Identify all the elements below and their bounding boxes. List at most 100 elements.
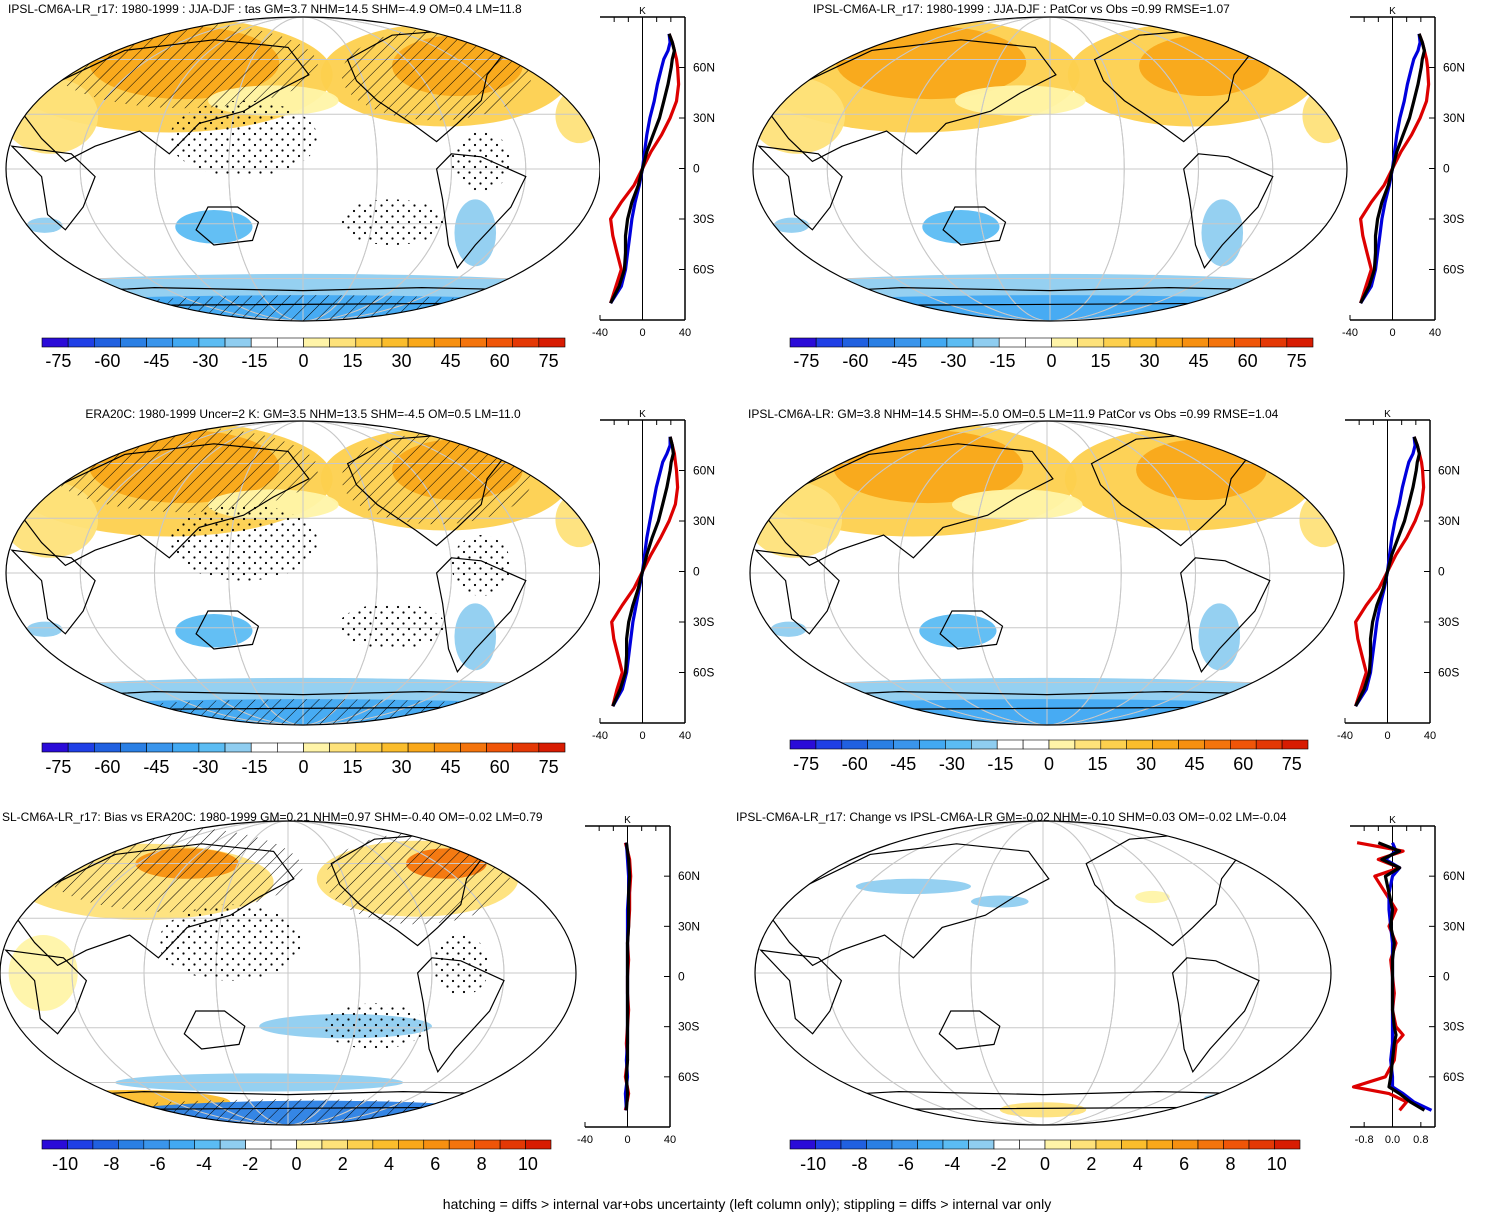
colorbar-box <box>1100 739 1128 750</box>
profile-y-tick-label: 30S <box>693 212 714 226</box>
colorbar-box <box>486 337 513 348</box>
colorbar-tick-label: 2 <box>1086 1154 1096 1174</box>
colorbar-box <box>1121 1139 1148 1150</box>
field-contour <box>922 210 1000 244</box>
colorbar-tick-label: -30 <box>192 757 218 777</box>
field-contour <box>1201 199 1244 267</box>
colorbar-box <box>250 337 278 348</box>
colorbar-box <box>512 742 540 753</box>
colorbar-box <box>277 742 304 753</box>
coastline <box>939 610 1004 650</box>
profile-series-land <box>608 33 681 304</box>
colorbar-tick-label: 15 <box>343 757 363 777</box>
colorbar-tick-label: -8 <box>103 1154 119 1174</box>
profile-x-tick-label: -40 <box>592 327 608 339</box>
panel-title: IPSL-CM6A-LR_r17: Change vs IPSL-CM6A-LR… <box>736 810 1287 824</box>
stippling-region <box>451 535 511 596</box>
colorbar-box <box>499 1139 526 1150</box>
field-contour <box>26 217 63 233</box>
profile-series-land <box>610 436 680 707</box>
colorbar-box <box>1019 1139 1046 1150</box>
profile-series-zonal-mean <box>611 436 675 707</box>
profile-unit-label: K <box>624 815 631 826</box>
colorbar-tick-label: -45 <box>891 351 917 371</box>
map-field <box>6 421 600 725</box>
colorbar-tick-label: -2 <box>242 1154 258 1174</box>
profile-y-tick-label: 60S <box>678 1070 699 1084</box>
colorbar-box <box>474 1139 501 1150</box>
colorbar-box <box>1025 337 1052 348</box>
colorbar-box <box>1129 337 1157 348</box>
colorbar-box <box>1255 739 1283 750</box>
profile-unit-label: K <box>1384 409 1391 420</box>
profile-x-tick-label: -40 <box>1342 327 1358 339</box>
colorbar-box <box>1152 739 1179 750</box>
profile-y-tick-label: 30S <box>678 1020 699 1034</box>
colorbar-box <box>1223 1139 1250 1150</box>
longitude-gridline <box>143 821 433 1125</box>
colorbar-box <box>1204 739 1231 750</box>
colorbar-tick-label: -60 <box>94 351 120 371</box>
colorbar-tick-label: 60 <box>1233 754 1253 774</box>
colorbar-tick-label: 8 <box>477 1154 487 1174</box>
colorbar-tick-label: -6 <box>898 1154 914 1174</box>
colorbar-box <box>407 742 435 753</box>
colorbar-tick-label: -60 <box>94 757 120 777</box>
colorbar-box <box>67 1139 94 1150</box>
colorbar-tick-label: 2 <box>338 1154 348 1174</box>
profile-y-tick-label: 30S <box>1438 615 1459 629</box>
colorbar-tick-label: -30 <box>939 754 965 774</box>
colorbar-box <box>172 742 200 753</box>
colorbar-tick-label: 30 <box>392 757 412 777</box>
field-contour <box>836 26 1027 100</box>
profile-y-tick-label: 30S <box>693 615 714 629</box>
profile-y-tick-label: 30N <box>1438 514 1460 528</box>
colorbar-tick-label: 15 <box>343 351 363 371</box>
colorbar-box <box>815 1139 842 1150</box>
colorbar-box <box>224 337 252 348</box>
colorbar-box <box>270 1139 297 1150</box>
profile-unit-label: K <box>1389 815 1396 826</box>
colorbar-tick-label: -75 <box>793 351 819 371</box>
colorbar-box <box>919 739 946 750</box>
stippling-region <box>158 904 303 981</box>
profile-y-tick-label: 30N <box>678 919 700 933</box>
colorbar-box <box>996 739 1024 750</box>
colorbar-box <box>1286 337 1314 348</box>
colorbar-box <box>120 742 147 753</box>
colorbar-tick-label: 60 <box>490 757 510 777</box>
colorbar-box <box>67 742 95 753</box>
profile-y-tick-label: 30S <box>1443 1020 1464 1034</box>
colorbar-box <box>841 739 868 750</box>
field-contour <box>773 217 810 233</box>
coastline <box>4 949 88 1035</box>
panel-title: ERA20C: 1980-1999 Uncer=2 K: GM=3.5 NHM=… <box>85 407 521 421</box>
colorbar-box <box>867 739 894 750</box>
profile-x-tick-label: 40 <box>679 730 691 742</box>
colorbar-tick-label: 4 <box>1133 1154 1143 1174</box>
colorbar-box <box>920 337 948 348</box>
colorbar-box <box>866 1139 893 1150</box>
coastline <box>10 145 96 231</box>
hatching-region <box>50 23 318 109</box>
profile-series-zonal-mean <box>624 842 632 1111</box>
map-field <box>6 17 600 321</box>
colorbar-box <box>917 1139 944 1150</box>
colorbar-box <box>1230 739 1257 750</box>
profile-y-tick-label: 60S <box>1443 1070 1464 1084</box>
colorbar-box <box>868 337 895 348</box>
colorbar-box <box>460 742 487 753</box>
colorbar-tick-label: 10 <box>1267 1154 1287 1174</box>
panel-title: IPSL-CM6A-LR_r17: 1980-1999 : JJA-DJF : … <box>8 2 522 16</box>
colorbar-box <box>120 337 147 348</box>
stippling-region <box>432 935 490 996</box>
colorbar-box <box>1022 739 1050 750</box>
profile-y-tick-label: 60N <box>1443 61 1465 75</box>
hatching-region <box>341 29 532 121</box>
map-field <box>0 821 576 1125</box>
colorbar-tick-label: -15 <box>987 754 1013 774</box>
profile-x-tick-label: 40 <box>664 1134 676 1146</box>
colorbar-box <box>993 1139 1020 1150</box>
colorbar-box <box>946 337 974 348</box>
colorbar-tick-label: 0 <box>1040 1154 1050 1174</box>
